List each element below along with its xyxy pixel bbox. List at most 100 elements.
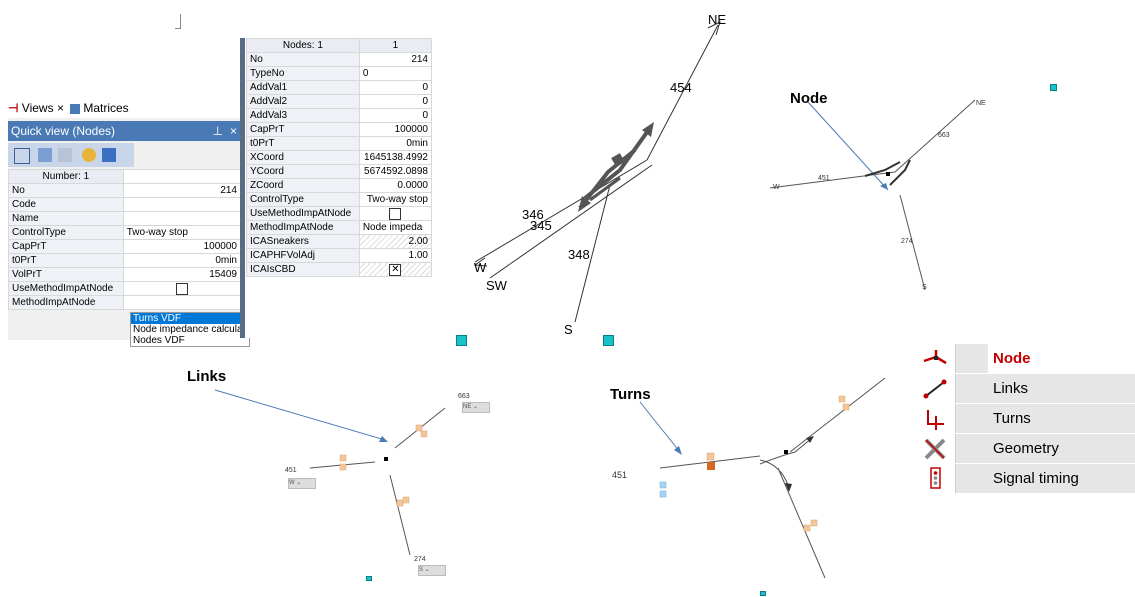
table-row: MethodImpAtNode Node impeda [246, 220, 433, 235]
table-row: ICAIsCBD ✕ [246, 262, 433, 277]
node-panel-title: Node [790, 90, 828, 107]
save-icon[interactable] [102, 148, 116, 162]
link-663[interactable] [894, 99, 976, 173]
table-row: UseMethodImpAtNode [246, 206, 433, 221]
dropdown-option[interactable]: Nodes VDF [133, 335, 185, 346]
matrix-icon [70, 103, 80, 114]
node-panel-diagram [769, 99, 976, 291]
link-274[interactable] [389, 474, 411, 556]
pointer-arrow [214, 389, 386, 441]
table-row: No 214 [8, 183, 242, 198]
table-row: AddVal3 0 [246, 108, 433, 123]
grid-header-row: Nodes: 1 1 [246, 38, 433, 53]
turns-icon [927, 410, 944, 430]
nodes-list-grid: Nodes: 1 1 No 214 TypeNo 0 AddVal1 0 AddVal… [246, 38, 433, 277]
legend-item-signal-timing[interactable]: Signal timing [918, 464, 1135, 494]
node-icon [923, 350, 947, 365]
node-marker[interactable] [611, 153, 625, 167]
link-451[interactable] [769, 171, 896, 189]
link-345[interactable] [489, 164, 653, 279]
legend-item-links[interactable]: Links [918, 374, 1135, 404]
table-row: VolPrT 15409 [8, 267, 242, 282]
link-274[interactable] [777, 467, 826, 579]
anchor-marker [1050, 84, 1057, 91]
label-sw: SW [486, 278, 507, 293]
table-row: t0PrT 0min [246, 136, 433, 151]
open-icon[interactable] [82, 148, 96, 162]
turns-panel-diagram [639, 377, 886, 579]
links-icon [923, 379, 947, 399]
panel-divider[interactable] [240, 38, 245, 338]
link-346[interactable] [474, 159, 648, 263]
turn-arrow[interactable] [889, 159, 911, 186]
table-row: t0PrT 0min [8, 253, 242, 268]
turn-arrow[interactable] [759, 437, 813, 465]
label-345: 345 [530, 218, 552, 233]
dropdown-option[interactable]: Node impedance calculat [133, 324, 246, 335]
direction-arrows [473, 21, 721, 267]
layer-legend: Node Links Turns Geometry Signal timing [918, 344, 1135, 496]
dropdown-option[interactable]: Turns VDF [131, 313, 249, 324]
node-icon: ⊣ [8, 101, 19, 115]
table-row: ControlType Two-way stop [246, 192, 433, 207]
table-row: TypeNo 0 [246, 66, 433, 81]
direction-select-s[interactable]: S ⌄ [418, 565, 446, 576]
close-icon[interactable]: × [229, 124, 237, 138]
direction-select-w[interactable]: W ⌄ [288, 478, 316, 489]
use-method-checkbox[interactable] [389, 207, 402, 220]
legend-item-geometry[interactable]: Geometry [918, 434, 1135, 464]
paste-icon[interactable] [58, 148, 72, 162]
select-attributes-icon[interactable] [14, 148, 30, 164]
label-s: S [922, 284, 927, 291]
anchor-marker [760, 591, 766, 596]
pointer-arrow [807, 101, 889, 191]
close-icon[interactable]: × [56, 101, 64, 115]
label-348: 348 [568, 247, 590, 262]
label-ne: NE [976, 100, 986, 107]
table-row: ICAPHFVolAdj 1.00 [246, 248, 433, 263]
link-348[interactable] [574, 184, 611, 323]
label-346: 346 [522, 207, 544, 222]
table-row: XCoord 1645138.4992 [246, 150, 433, 165]
label-451: 451 [818, 175, 830, 182]
link-454[interactable] [646, 24, 719, 161]
use-method-checkbox[interactable] [175, 282, 188, 295]
quick-view-panel: ⊣ Views × Matrices Quick view (Nodes) ⊥ … [8, 96, 250, 347]
label-ne: NE [708, 12, 727, 27]
legend-item-node[interactable]: Node [918, 344, 1135, 374]
node-network-diagram [473, 21, 721, 323]
turn-arrow[interactable] [759, 459, 789, 486]
tab-bar: ⊣ Views × Matrices [8, 96, 241, 118]
table-row: No 214 [246, 52, 433, 67]
cursor-mark [175, 14, 181, 29]
node-marker[interactable] [784, 450, 788, 454]
link-663[interactable] [789, 377, 886, 453]
grid-header-row: Number: 1 [8, 169, 242, 184]
cbd-checkbox[interactable]: ✕ [389, 263, 402, 276]
direction-select-ne[interactable]: NE ⌄ [462, 402, 490, 413]
table-row: UseMethodImpAtNode [8, 281, 242, 296]
label-w: W [773, 184, 780, 191]
table-row: ControlType Two-way stop [8, 225, 242, 240]
tab-views[interactable]: ⊣ Views × [8, 101, 64, 115]
table-row: AddVal1 0 [246, 80, 433, 95]
anchor-marker [603, 335, 614, 346]
legend-item-turns[interactable]: Turns [918, 404, 1135, 434]
turn-arrow[interactable] [864, 161, 901, 177]
table-row: CapPrT 100000 [246, 122, 433, 137]
geometry-icon [924, 438, 946, 460]
turn-arrow[interactable] [578, 122, 654, 212]
links-panel-title: Links [187, 368, 227, 385]
tab-matrices[interactable]: Matrices [70, 99, 129, 117]
quick-view-title: Quick view (Nodes) ⊥ × [8, 121, 241, 141]
link-274[interactable] [899, 194, 926, 291]
table-row: AddVal2 0 [246, 94, 433, 109]
label-451: 451 [285, 467, 297, 474]
copy-icon[interactable] [38, 148, 52, 162]
node-marker[interactable] [384, 457, 388, 461]
node-marker[interactable] [886, 172, 890, 176]
label-451: 451 [612, 470, 628, 480]
label-274: 274 [414, 556, 426, 563]
table-row: CapPrT 100000 [8, 239, 242, 254]
pin-icon[interactable]: ⊥ [212, 124, 223, 138]
